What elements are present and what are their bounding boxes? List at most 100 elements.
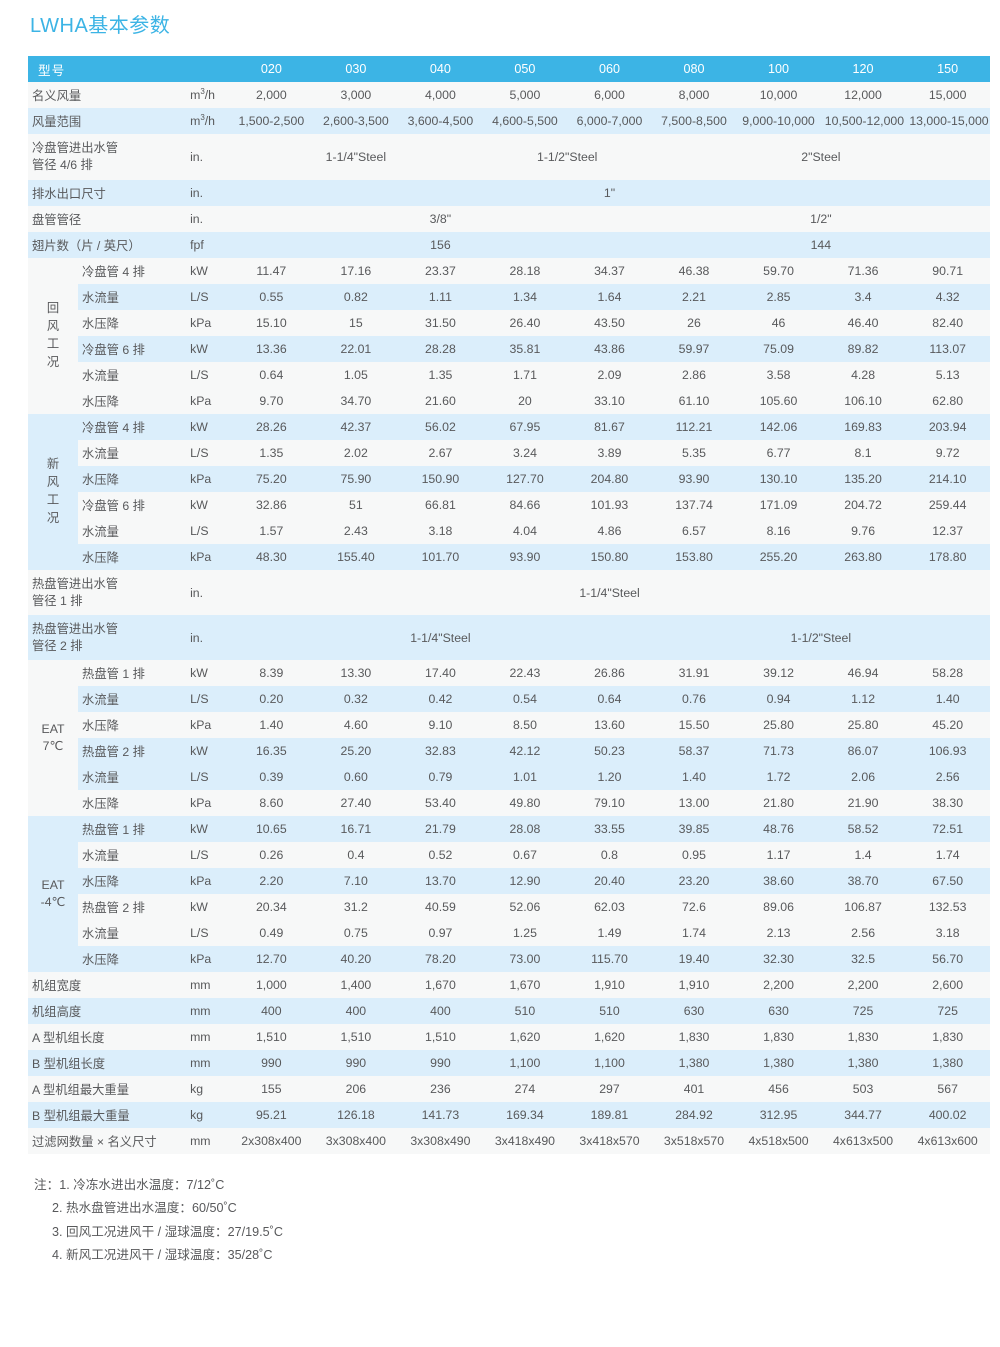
cell-merged-value: 3/8" [229,206,652,232]
cell-value: 84.66 [482,492,568,518]
cell-value: 567 [905,1076,990,1102]
cell-value: 53.40 [398,790,483,816]
table-row: 热盘管进出水管 管径 1 排 in. 1-1/4"Steel [28,570,990,615]
cell-merged-value: 1" [229,180,990,206]
cell-value: 2.21 [651,284,737,310]
cell-value: 2,600-3,500 [313,108,399,134]
cell-value: 4x613x500 [820,1128,906,1154]
cell-value: 25.20 [313,738,399,764]
table-row: 名义风量 m3/h 2,000 3,000 4,000 5,000 6,000 … [28,82,990,108]
table-row: 冷盘管 6 排 kW 13.36 22.01 28.28 35.81 43.86… [28,336,990,362]
group-line-1: EAT [41,722,65,737]
cell-merged-value: 156 [229,232,652,258]
cell-value: 1.11 [398,284,483,310]
cell-value: 31.2 [313,894,399,920]
cell-value: 126.18 [313,1102,399,1128]
cell-value: 1.17 [736,842,821,868]
cell-value: 8.60 [229,790,314,816]
row-sublabel: 水流量 [78,362,187,388]
cell-value: 4.28 [820,362,906,388]
row-unit: kg [186,1102,230,1128]
row-sublabel: 水流量 [78,920,187,946]
cell-value: 2.56 [820,920,906,946]
cell-value: 2,600 [905,972,990,998]
cell-value: 73.00 [482,946,568,972]
cell-value: 78.20 [398,946,483,972]
cell-value: 12.70 [229,946,314,972]
cell-value: 1,000 [229,972,314,998]
row-unit: L/S [186,362,230,388]
cell-value: 0.42 [398,686,483,712]
row-unit: L/S [186,440,230,466]
cell-value: 135.20 [820,466,906,492]
cell-value: 990 [313,1050,399,1076]
table-row: 热盘管进出水管 管径 2 排 in. 1-1/4"Steel 1-1/2"Ste… [28,615,990,660]
cell-value: 1,830 [905,1024,990,1050]
row-unit: fpf [186,232,230,258]
cell-value: 6,000 [567,82,652,108]
header-model-120: 120 [820,56,906,82]
table-row: 机组高度 mm 400 400 400 510 510 630 630 725 … [28,998,990,1024]
table-row: 新 风 工 况 冷盘管 4 排 kW 28.26 42.37 56.02 67.… [28,414,990,570]
cell-value: 1.74 [905,842,990,868]
group-char: 况 [46,354,60,369]
cell-value: 1,830 [736,1024,821,1050]
cell-value: 274 [482,1076,568,1102]
cell-value: 13,000-15,000 [905,108,990,134]
cell-value: 630 [736,998,821,1024]
cell-value: 9.70 [229,388,314,414]
row-label-length-a: A 型机组长度 [28,1024,187,1050]
cell-value: 81.67 [567,414,652,440]
row-unit: mm [186,1050,230,1076]
cell-value: 400.02 [905,1102,990,1128]
table-row: 过滤网数量 × 名义尺寸 mm 2x308x400 3x308x400 3x30… [28,1128,990,1154]
cell-value: 5.35 [651,440,737,466]
cell-value: 15.10 [229,310,314,336]
row-label-unit-height: 机组高度 [28,998,187,1024]
row-sublabel: 水流量 [78,518,187,544]
row-label-weight-b: B 型机组最大重量 [28,1102,187,1128]
table-row: EAT 7℃ 热盘管 1 排 kW 8.39 13.30 17.40 22.43… [28,660,990,816]
row-sublabel: 水压降 [78,946,187,972]
group-char: 风 [46,475,60,490]
cell-value: 39.12 [736,660,821,686]
cell-value: 3,000 [313,82,399,108]
cell-value: 263.80 [820,544,906,570]
cell-value: 22.43 [482,660,568,686]
cell-value: 137.74 [651,492,737,518]
cell-value: 1,380 [820,1050,906,1076]
cell-merged-value: 2"Steel [651,134,990,180]
cell-value: 0.55 [229,284,314,310]
table-row: 热盘管 2 排 kW 16.35 25.20 32.83 42.12 50.23… [28,738,990,764]
cell-value: 1,380 [736,1050,821,1076]
cell-value: 34.70 [313,388,399,414]
group-char: 回 [46,301,60,316]
cell-value: 82.40 [905,310,990,336]
cell-value: 89.82 [820,336,906,362]
cell-value: 1.35 [398,362,483,388]
cell-value: 155.40 [313,544,399,570]
cell-merged-value: 1/2" [651,206,990,232]
group-char: 工 [46,337,60,351]
cell-value: 79.10 [567,790,652,816]
cell-value: 26.40 [482,310,568,336]
cell-value: 13.70 [398,868,483,894]
table-row: 冷盘管进出水管 管径 4/6 排 in. 1-1/4"Steel 1-1/2"S… [28,134,990,180]
cell-value: 0.52 [398,842,483,868]
cell-value: 1.57 [229,518,314,544]
cell-value: 0.82 [313,284,399,310]
table-row: 翅片数（片 / 英尺） fpf 156 144 [28,232,990,258]
cell-value: 284.92 [651,1102,737,1128]
row-unit: kW [186,336,230,362]
cell-value: 2.56 [905,764,990,790]
cell-value: 71.73 [736,738,821,764]
cell-value: 7,500-8,500 [651,108,737,134]
table-row: 水流量 L/S 0.64 1.05 1.35 1.71 2.09 2.86 3.… [28,362,990,388]
header-model-label: 型号 [28,56,187,82]
group-label-fresh-air: 新 风 工 况 [28,414,79,570]
row-unit: in. [186,180,230,206]
cell-value: 10,500-12,000 [820,108,906,134]
group-char: 工 [46,493,60,507]
row-label-hot-pipe-2: 热盘管进出水管 管径 2 排 [28,615,187,660]
group-char: 况 [46,510,60,525]
